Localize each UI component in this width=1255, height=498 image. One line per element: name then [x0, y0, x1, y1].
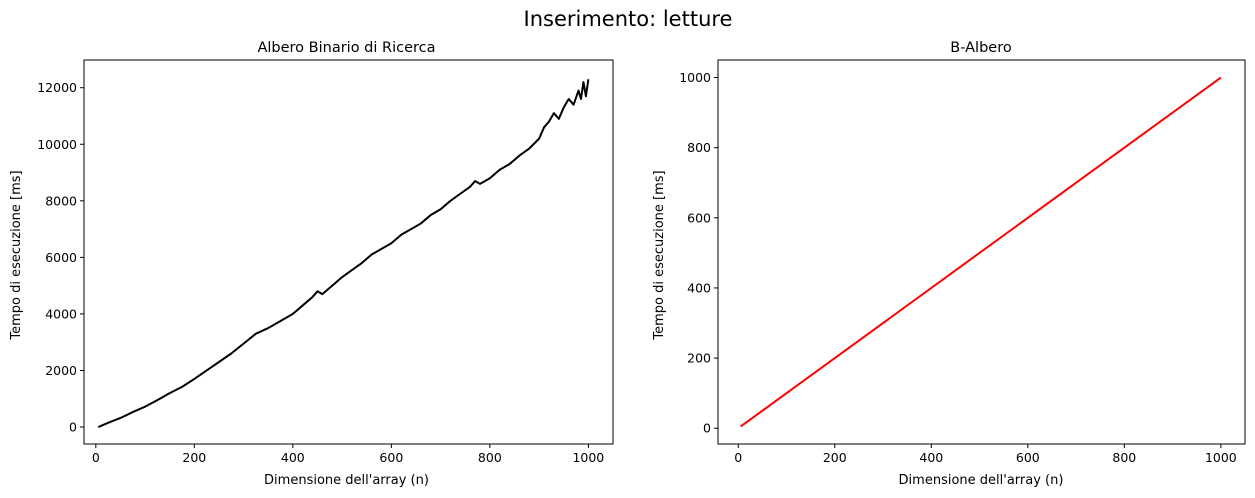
chart-left-xlabel: Dimensione dell'array (n): [264, 473, 429, 488]
right-ytick-label: 200: [687, 351, 711, 366]
left-ytick-label: 12000: [37, 80, 77, 95]
left-series-line-0: [97, 79, 590, 428]
left-ytick-label: 8000: [45, 193, 77, 208]
right-axes-frame: [717, 59, 1246, 445]
right-series-line-0: [740, 76, 1222, 428]
left-ytick-label: 10000: [37, 137, 77, 152]
left-axes-frame: [83, 59, 614, 445]
left-xtick-label: 400: [281, 450, 305, 465]
left-xtick-label: 1000: [572, 450, 604, 465]
chart-left-ylabel: Tempo di esecuzione [ms]: [9, 170, 24, 340]
left-ytick-label: 4000: [45, 306, 77, 321]
chart-left-title: Albero Binario di Ricerca: [257, 40, 435, 56]
right-ytick-label: 400: [687, 280, 711, 295]
right-ytick-label: 800: [687, 140, 711, 155]
right-xtick-label: 400: [919, 450, 943, 465]
right-xtick-label: 0: [734, 450, 742, 465]
chart-right-title: B-Albero: [950, 40, 1012, 56]
right-xtick-label: 800: [1112, 450, 1136, 465]
chart-right-ylabel: Tempo di esecuzione [ms]: [652, 170, 667, 340]
chart-left: Albero Binario di Ricerca Dimensione del…: [9, 40, 614, 488]
right-ytick-label: 600: [687, 210, 711, 225]
chart-right: B-Albero Dimensione dell'array (n) Tempo…: [652, 40, 1246, 488]
right-xtick-label: 1000: [1205, 450, 1237, 465]
left-ytick-label: 2000: [45, 363, 77, 378]
left-xtick-label: 600: [379, 450, 403, 465]
left-ytick-label: 0: [69, 420, 77, 435]
figure-suptitle: Inserimento: letture: [524, 7, 733, 31]
left-xtick-label: 800: [478, 450, 502, 465]
chart-left-plot-area: 0 200 400 600 800 100002000400060008000100001…: [37, 59, 614, 465]
right-xtick-label: 200: [823, 450, 847, 465]
right-ytick-label: 0: [703, 421, 711, 436]
left-ytick-label: 6000: [45, 250, 77, 265]
left-xtick-label: 200: [182, 450, 206, 465]
right-xtick-label: 600: [1016, 450, 1040, 465]
chart-right-xlabel: Dimensione dell'array (n): [899, 473, 1064, 488]
right-ytick-label: 1000: [679, 70, 711, 85]
chart-right-plot-area: 0 200 400 600 800 1000 0 200 400 600 800 1000: [679, 59, 1246, 465]
left-xtick-label: 0: [92, 450, 100, 465]
